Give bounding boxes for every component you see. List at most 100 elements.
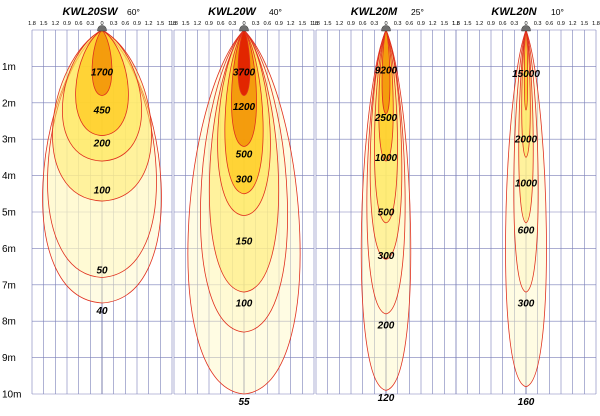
contour-1700-lux [91, 29, 113, 96]
lux-label: 1000 [515, 178, 538, 189]
x-tick-label: 1.5 [324, 21, 332, 27]
x-tick-label: 0.3 [110, 21, 118, 27]
x-tick-label: 1.5 [440, 21, 448, 27]
x-tick-label: 0.3 [534, 21, 542, 27]
lux-label: 150 [236, 237, 253, 248]
y-tick-label: 6m [2, 244, 16, 255]
lux-label: 40 [95, 306, 108, 317]
lux-label: 300 [236, 175, 253, 186]
x-tick-label: 0.6 [75, 21, 83, 27]
x-tick-label: 0.6 [217, 21, 225, 27]
y-tick-label: 10m [2, 390, 21, 401]
lux-label: 500 [236, 149, 253, 160]
panel-title: KWL20SW [63, 6, 120, 18]
lux-label: 200 [377, 320, 395, 331]
lux-label: 100 [236, 299, 253, 310]
lux-label: 3700 [233, 67, 256, 78]
panel-title: KWL20M [351, 6, 398, 18]
panel-title: KWL20W [208, 6, 257, 18]
y-tick-label: 9m [2, 353, 16, 364]
lux-label: 50 [96, 266, 108, 277]
x-tick-label: 1.8 [592, 21, 600, 27]
lux-label: 600 [518, 226, 535, 237]
x-tick-label: 1.2 [475, 21, 483, 27]
lux-label: 100 [94, 186, 111, 197]
lux-label: 300 [378, 251, 395, 262]
lux-label: 2000 [514, 135, 538, 146]
lamp-icon [381, 25, 391, 32]
x-tick-label: 1.2 [287, 21, 295, 27]
x-tick-label: 1.2 [429, 21, 437, 27]
x-tick-label: 0.3 [370, 21, 378, 27]
contour-9200-lux [381, 28, 391, 115]
lamp-icon [521, 25, 531, 32]
x-tick-label: 1.8 [168, 21, 176, 27]
x-tick-label: 1.5 [182, 21, 190, 27]
x-tick-label: 1.2 [193, 21, 201, 27]
x-tick-label: 0.9 [63, 21, 71, 27]
y-axis: 1m 2m 3m 4m 5m 6m 7m 8m 9m 10m [2, 62, 21, 401]
beam-angle: 25° [411, 7, 424, 17]
lux-label: 300 [518, 299, 535, 310]
x-tick-label: 1.8 [452, 21, 460, 27]
x-tick-label: 0.3 [510, 21, 518, 27]
y-tick-label: 8m [2, 317, 16, 328]
x-tick-label: 1.2 [51, 21, 59, 27]
x-tick-label: 0.6 [405, 21, 413, 27]
x-tick-label: 0.6 [121, 21, 129, 27]
lamp-icon [97, 25, 107, 32]
panel-title: KWL20N [491, 6, 537, 18]
lux-label: 1700 [91, 67, 114, 78]
x-tick-label: 1.5 [298, 21, 306, 27]
y-tick-label: 1m [2, 62, 16, 73]
x-tick-label: 1.8 [312, 21, 320, 27]
x-tick-label: 1.8 [452, 21, 460, 27]
y-tick-label: 2m [2, 98, 16, 109]
x-tick-label: 0.6 [499, 21, 507, 27]
x-tick-label: 0.6 [263, 21, 271, 27]
lux-label: 500 [378, 208, 395, 219]
x-tick-label: 0.9 [487, 21, 495, 27]
panel-kwl20sw: 1.8 1.5 1.2 0.9 0.6 0.3 0 0.3 0.6 0.9 1.2 1.5 1.8KWL… [28, 6, 176, 395]
x-tick-label: 1.5 [40, 21, 48, 27]
lux-label: 1200 [233, 102, 256, 113]
x-tick-label: 0.9 [133, 21, 141, 27]
y-tick-label: 4m [2, 171, 16, 182]
lux-label: 200 [93, 138, 111, 149]
x-tick-label: 0 [524, 21, 527, 27]
panel-kwl20n: 1.8 1.5 1.2 0.9 0.6 0.3 0 0.3 0.6 0.9 1.2 1.5 1.8KWL… [452, 6, 600, 408]
panel-kwl20m: 1.8 1.5 1.2 0.9 0.6 0.3 0 0.3 0.6 0.9 1.2 1.5 1.8KWL… [312, 6, 460, 404]
lamp-icon [239, 25, 249, 32]
panel-kwl20w: 1.8 1.5 1.2 0.9 0.6 0.3 0 0.3 0.6 0.9 1.2 1.5 1.8KWL… [170, 6, 318, 408]
x-tick-label: 1.2 [569, 21, 577, 27]
beam-angle: 60° [127, 7, 140, 17]
x-tick-label: 1.5 [580, 21, 588, 27]
x-tick-label: 1.5 [156, 21, 164, 27]
contour-15000-lux [523, 29, 529, 111]
lux-label: 120 [378, 393, 395, 404]
x-tick-label: 0.9 [417, 21, 425, 27]
x-tick-label: 0.6 [545, 21, 553, 27]
y-tick-label: 3m [2, 135, 16, 146]
y-tick-label: 5m [2, 208, 16, 219]
x-tick-label: 1.5 [464, 21, 472, 27]
lux-label: 160 [518, 397, 535, 408]
x-tick-label: 1.2 [335, 21, 343, 27]
lux-label: 1000 [375, 153, 398, 164]
beam-angle: 10° [551, 7, 564, 17]
x-tick-label: 0 [384, 21, 387, 27]
x-tick-label: 1.8 [28, 21, 36, 27]
beam-angle: 40° [269, 7, 282, 17]
contour-3700-lux [237, 29, 251, 96]
x-tick-label: 0.3 [252, 21, 260, 27]
lux-label: 450 [93, 106, 111, 117]
x-tick-label: 0.9 [275, 21, 283, 27]
x-tick-label: 0.9 [205, 21, 213, 27]
x-tick-label: 1.8 [170, 21, 178, 27]
x-tick-label: 0.3 [394, 21, 402, 27]
lux-label: 9200 [375, 66, 398, 77]
x-tick-label: 1.2 [145, 21, 153, 27]
x-tick-label: 1.8 [310, 21, 318, 27]
x-tick-label: 0.3 [86, 21, 94, 27]
